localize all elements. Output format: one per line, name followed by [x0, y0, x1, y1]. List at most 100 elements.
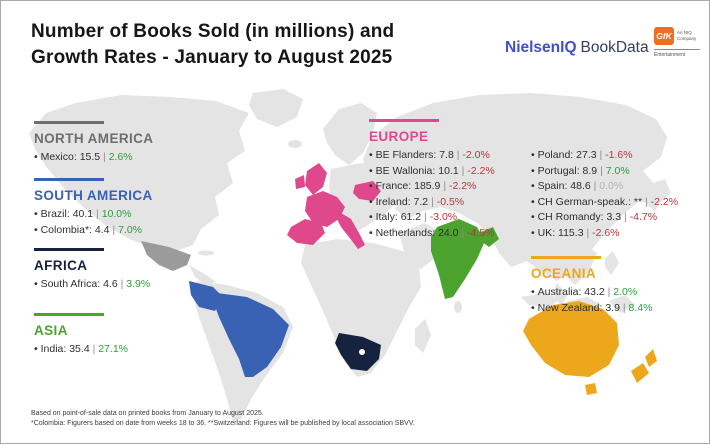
region-title: AFRICA	[34, 258, 88, 273]
stat-item-italy: Italy61.2-3.0%	[369, 210, 531, 226]
sales-value: 4.4	[95, 224, 118, 236]
country-label: Poland	[531, 149, 576, 161]
sales-value: 61.2	[401, 211, 430, 223]
stat-item-ireland: Ireland7.2-0.5%	[369, 195, 531, 211]
stat-item-portugal: Portugal8.97.0%	[531, 164, 678, 180]
country-label: Brazil	[34, 208, 73, 220]
stat-item-netherlands: Netherlands24.0-4.5%	[369, 226, 531, 242]
country-label: Italy	[369, 211, 401, 223]
sales-value: 115.3	[558, 227, 592, 239]
growth-value: 7.0%	[605, 164, 630, 177]
growth-value: 2.0%	[613, 286, 638, 298]
map-indonesia-west	[521, 293, 561, 307]
growth-value: 27.1%	[98, 343, 128, 355]
map-lesotho	[359, 349, 365, 355]
sales-value: 27.3	[576, 149, 605, 161]
map-malay-peninsula	[553, 283, 567, 307]
gfk-division-label: Entertainment	[654, 52, 686, 58]
sales-value: 7.2	[414, 196, 437, 208]
country-label: Netherlands	[369, 227, 438, 239]
growth-value: -2.2%	[650, 195, 679, 208]
growth-value: 7.0%	[118, 223, 142, 236]
growth-value: -2.2%	[467, 164, 495, 177]
growth-value: -4.5%	[467, 226, 495, 239]
country-label: CH German-speak.	[531, 196, 634, 208]
map-scandinavia	[323, 103, 377, 165]
map-new-zealand-north	[645, 349, 657, 367]
map-cuba	[198, 250, 214, 256]
gfk-logo-icon: GfK	[654, 27, 674, 45]
gfk-logo-block: GfK An NIQ Company Entertainment	[654, 27, 700, 58]
map-philippines	[605, 251, 619, 275]
footnote-line-2: *Colombia: Figurers based on date from w…	[31, 419, 415, 427]
map-australia	[523, 301, 619, 377]
map-tasmania	[585, 383, 597, 395]
country-label: France	[369, 180, 414, 192]
country-label: BE Wallonia	[369, 165, 438, 177]
nielseniq-wordmark: NielsenIQ	[505, 39, 577, 56]
stat-item-south-africa: South Africa4.63.9%	[34, 277, 150, 293]
map-bangladesh	[479, 227, 499, 247]
stat-item-colombia: Colombia*4.47.0%	[34, 223, 153, 239]
stat-item-ch-german: CH German-speak.**-2.2%	[531, 195, 678, 211]
region-oceania: OCEANIA Australia43.22.0% New Zealand3.9…	[531, 256, 652, 316]
map-southeast-asia	[561, 241, 597, 285]
country-label: Ireland	[369, 196, 414, 208]
stat-item-poland: Poland27.3-1.6%	[531, 148, 678, 164]
map-new-guinea	[609, 295, 635, 313]
sales-value: 43.2	[584, 286, 613, 298]
map-iberia	[287, 219, 325, 245]
map-uk	[305, 163, 327, 195]
footnotes: Based on point-of-sale data on printed b…	[31, 409, 415, 428]
page-title: Number of Books Sold (in millions) and G…	[31, 19, 394, 71]
sales-value: 4.6	[103, 278, 126, 290]
growth-value: -2.2%	[448, 180, 477, 192]
stat-item-india: India35.427.1%	[34, 342, 128, 358]
country-label: Spain	[531, 180, 570, 192]
country-label: South Africa	[34, 278, 103, 290]
growth-value: -4.7%	[629, 211, 658, 223]
sales-value: 3.3	[606, 211, 629, 223]
sales-value: 15.5	[80, 151, 109, 163]
country-label: Australia	[531, 286, 584, 298]
growth-value: -1.6%	[605, 149, 633, 161]
stat-item-france: France185.9-2.2%	[369, 179, 531, 195]
sales-value: 35.4	[69, 343, 98, 355]
growth-value: -0.5%	[436, 195, 465, 208]
footnote-line-1: Based on point-of-sale data on printed b…	[31, 410, 264, 417]
stat-item-be-wallonia: BE Wallonia10.1-2.2%	[369, 164, 531, 180]
growth-value: 8.4%	[628, 301, 653, 314]
map-central-america	[189, 265, 215, 287]
map-madagascar	[415, 319, 431, 353]
growth-value: 3.9%	[126, 278, 151, 290]
region-accent-bar	[34, 313, 104, 316]
region-europe: EUROPE BE Flanders7.8-2.0% BE Wallonia10…	[369, 119, 678, 241]
nielseniq-bookdata-logo: NielsenIQ BookData	[505, 39, 649, 57]
bookdata-wordmark: BookData	[580, 39, 649, 56]
country-label: India	[34, 343, 69, 355]
stat-item-new-zealand: New Zealand3.98.4%	[531, 301, 652, 317]
growth-value: -2.0%	[462, 149, 490, 161]
stat-item-uk: UK115.3-2.6%	[531, 226, 678, 242]
region-title: NORTH AMERICA	[34, 131, 154, 146]
region-title: EUROPE	[369, 129, 429, 144]
gfk-tagline: An NIQ Company	[677, 30, 697, 41]
map-asia	[363, 93, 671, 281]
growth-value: 10.0%	[101, 208, 132, 220]
region-accent-bar	[369, 119, 439, 122]
map-india	[431, 219, 485, 299]
growth-value: -2.6%	[592, 226, 620, 239]
sales-value: 48.6	[570, 180, 599, 192]
map-ireland	[295, 175, 305, 189]
growth-value: -3.0%	[429, 211, 458, 223]
country-label: CH Romandy	[531, 211, 606, 223]
stat-item-australia: Australia43.22.0%	[531, 285, 652, 301]
country-label: Mexico	[34, 151, 80, 163]
map-poland	[353, 181, 381, 201]
region-title: OCEANIA	[531, 266, 597, 281]
stat-item-mexico: Mexico15.52.6%	[34, 150, 153, 166]
map-north-america	[29, 95, 249, 251]
map-africa	[301, 239, 421, 377]
